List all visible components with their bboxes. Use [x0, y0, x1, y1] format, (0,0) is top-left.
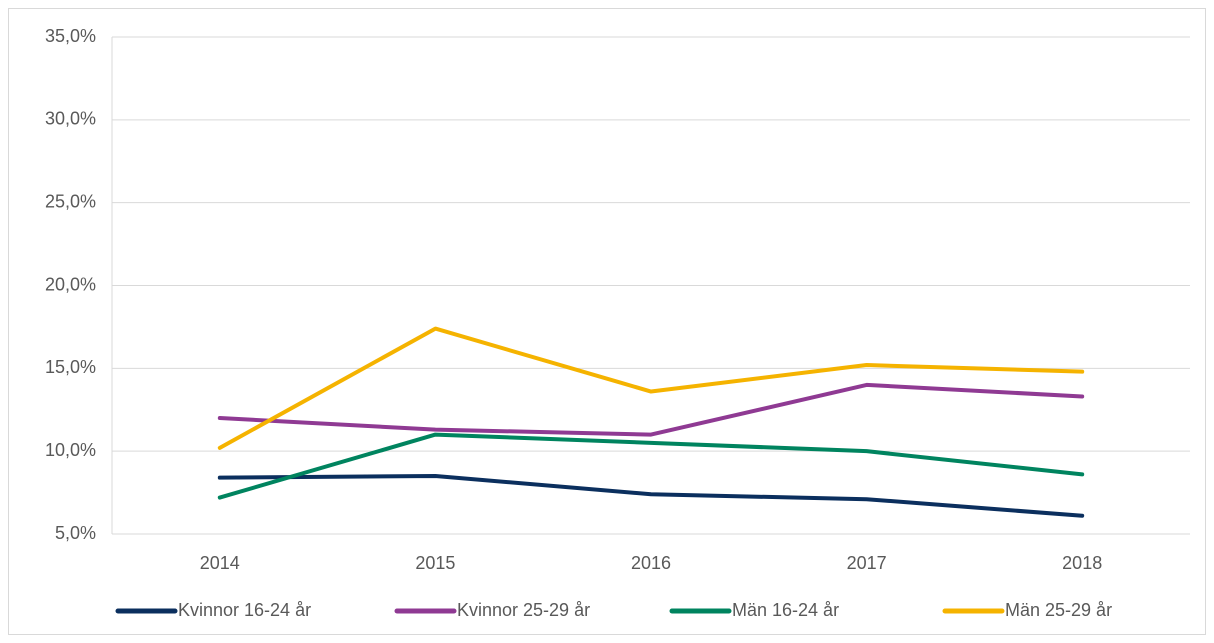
x-tick-label: 2018	[1062, 553, 1102, 573]
chart-frame	[8, 8, 1206, 635]
series-line	[217, 326, 1085, 450]
x-tick-label: 2017	[847, 553, 887, 573]
x-tick-label: 2014	[200, 553, 240, 573]
series-line	[217, 432, 1085, 500]
y-tick-label: 20,0%	[45, 274, 96, 294]
y-tick-label: 30,0%	[45, 109, 96, 129]
legend-label: Kvinnor 16-24 år	[178, 600, 311, 620]
y-tick-label: 35,0%	[45, 26, 96, 46]
legend-label: Män 25-29 år	[1005, 600, 1112, 620]
legend-label: Män 16-24 år	[732, 600, 839, 620]
series-line	[217, 382, 1085, 437]
series-line	[217, 474, 1085, 518]
y-tick-label: 10,0%	[45, 440, 96, 460]
x-tick-label: 2016	[631, 553, 671, 573]
y-tick-label: 5,0%	[55, 523, 96, 543]
y-tick-label: 15,0%	[45, 357, 96, 377]
legend-label: Kvinnor 25-29 år	[457, 600, 590, 620]
x-tick-label: 2015	[415, 553, 455, 573]
y-tick-label: 25,0%	[45, 191, 96, 211]
